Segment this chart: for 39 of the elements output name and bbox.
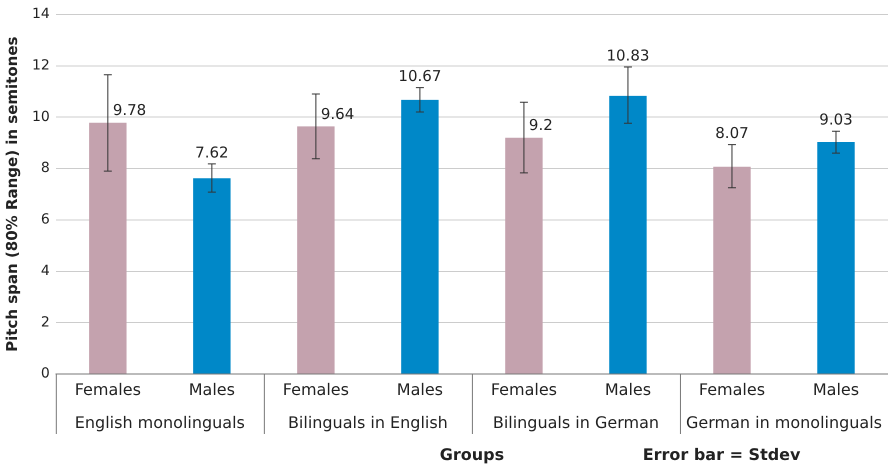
bar: [713, 166, 751, 374]
data-label: 9.64: [320, 104, 354, 123]
bar: [609, 96, 647, 374]
text: Males: [604, 380, 652, 400]
y-tick-label: 12: [32, 57, 50, 74]
y-axis-title: Pitch span (80% Range) in semitones: [2, 36, 21, 352]
text: Error bar = Stdev: [642, 445, 802, 464]
x-tick-label: German in monolinguals: [686, 413, 882, 432]
y-tick-label: 0: [40, 366, 50, 382]
data-label: 8.07: [715, 124, 749, 142]
bar: [401, 100, 439, 374]
data-label: 10.83: [606, 46, 650, 64]
bar: [505, 138, 543, 374]
data-label: 9.78: [112, 101, 146, 120]
series-label: Females: [698, 380, 766, 400]
bar: [817, 142, 855, 374]
text: Females: [282, 380, 349, 400]
y-tick-label: 4: [40, 262, 50, 279]
text: Females: [490, 380, 558, 400]
y-tick-label: 10: [32, 108, 50, 125]
data-label: 9.03: [819, 110, 853, 129]
data-label: 9.2: [528, 116, 553, 134]
bar: [193, 178, 231, 374]
text: Males: [188, 380, 235, 400]
y-tick-label: 6: [40, 212, 50, 228]
bar: [297, 126, 335, 374]
y-tick-label: 14: [32, 6, 50, 22]
data-label: 7.62: [195, 143, 229, 162]
text: Males: [396, 380, 444, 400]
y-tick-label: 8: [40, 160, 50, 176]
x-axis-title: Groups: [440, 445, 504, 464]
x-tick-label: English monolinguals: [74, 413, 245, 432]
x-tick-label: Bilinguals in German: [492, 413, 660, 432]
bar: [89, 122, 127, 374]
series-label: Males: [812, 380, 860, 400]
x-tick-label: Bilinguals in English: [288, 413, 448, 432]
text: Females: [74, 380, 141, 400]
y-tick-label: 2: [40, 314, 50, 330]
data-label: 10.67: [398, 66, 442, 85]
